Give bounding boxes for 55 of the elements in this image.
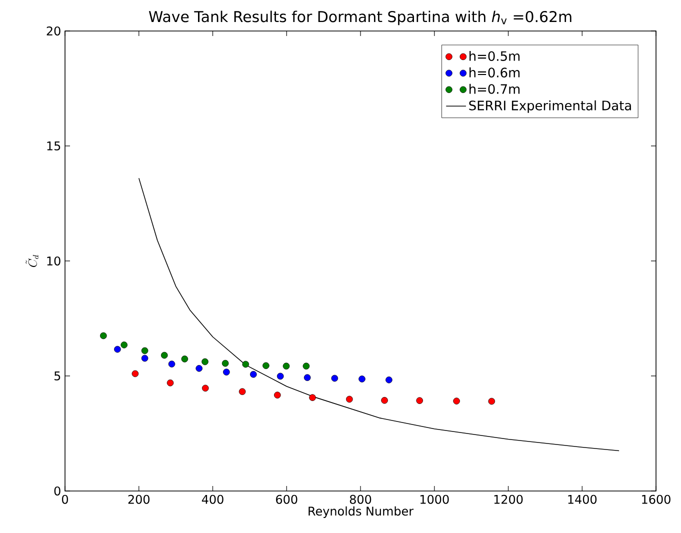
line-series — [138, 178, 620, 452]
point — [302, 362, 310, 370]
point — [181, 356, 188, 362]
point — [282, 362, 290, 370]
legend-label: SERRI Experimental Data — [469, 100, 631, 113]
legend-label: h=0.5m — [470, 50, 520, 61]
point — [262, 362, 270, 370]
point — [168, 360, 176, 368]
x-tick-label: 400 — [202, 494, 224, 504]
point — [141, 347, 148, 354]
point — [346, 396, 353, 403]
point — [160, 352, 168, 359]
legend-label: h=0.6m — [470, 67, 520, 78]
x-tick-label: 1400 — [568, 494, 597, 504]
point — [358, 376, 366, 382]
x-tick-label: 600 — [276, 494, 298, 504]
point — [242, 360, 250, 368]
point — [250, 370, 257, 378]
x-tick-label: 800 — [350, 494, 372, 504]
y-tick-label: 20 — [46, 26, 60, 36]
point — [238, 388, 246, 396]
point — [309, 394, 316, 401]
x-tick-label: 0 — [62, 494, 68, 504]
point — [120, 342, 128, 348]
x-axis-title: Reynolds Number — [308, 506, 414, 518]
point — [166, 379, 174, 386]
y-axis-title: $\tilde{C}_d$ — [26, 254, 39, 268]
point — [274, 392, 281, 398]
x-tick-label: 200 — [128, 494, 150, 504]
point — [132, 370, 139, 378]
point — [141, 354, 148, 362]
x-tick-label: 1000 — [420, 494, 449, 504]
point — [202, 358, 208, 366]
y-tick-label: 10 — [47, 256, 60, 266]
x-tick-label: 1200 — [494, 494, 523, 504]
point — [453, 398, 460, 404]
chart-title: Wave Tank Results for Dormant Spartina with h$_{v}$ =0.62m — [148, 10, 572, 26]
point — [304, 374, 311, 381]
point — [386, 376, 392, 384]
point — [381, 396, 388, 404]
point — [196, 365, 202, 372]
point — [331, 374, 338, 382]
y-tick-label: 5 — [54, 372, 60, 380]
point — [488, 398, 496, 405]
x-tick-label: 1600 — [642, 494, 670, 504]
point — [202, 384, 209, 392]
point — [222, 360, 229, 367]
y-tick-label: 0 — [54, 486, 60, 496]
point — [276, 372, 284, 380]
point — [100, 332, 107, 340]
legend-label: h=0.7m — [470, 84, 520, 94]
y-tick-label: 15 — [47, 142, 60, 150]
point — [114, 346, 121, 353]
point — [416, 397, 423, 404]
point — [223, 368, 230, 376]
